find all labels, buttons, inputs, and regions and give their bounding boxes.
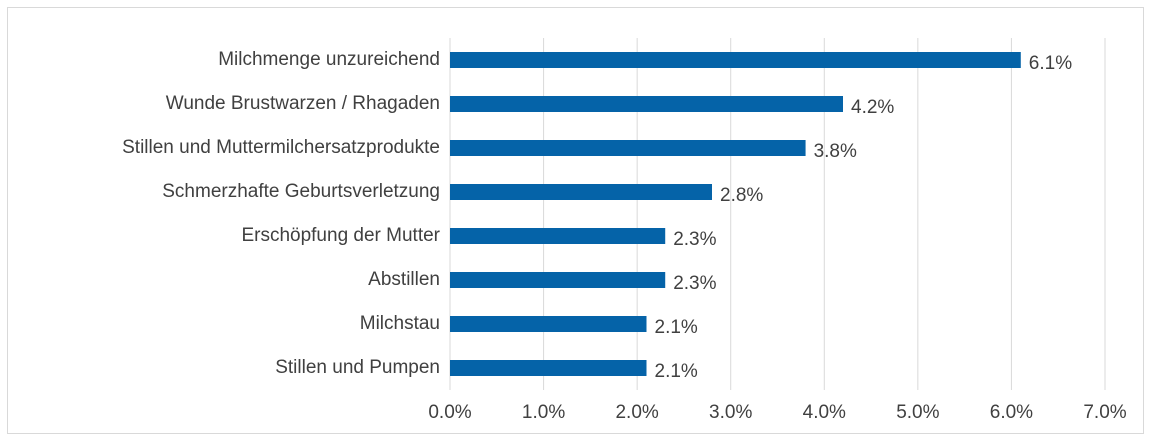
- value-label: 2.3%: [673, 229, 716, 250]
- value-label: 3.8%: [814, 141, 857, 162]
- bar: [450, 272, 666, 288]
- x-tick-label: 7.0%: [1083, 402, 1126, 423]
- bar: [450, 96, 843, 112]
- bar: [450, 360, 647, 376]
- x-tick-label: 1.0%: [522, 402, 565, 423]
- y-tick-label: Erschöpfung der Mutter: [241, 225, 440, 246]
- bar: [450, 228, 666, 244]
- value-label: 2.1%: [655, 361, 698, 382]
- value-label: 6.1%: [1029, 53, 1072, 74]
- y-tick-label: Wunde Brustwarzen / Rhagaden: [166, 93, 440, 114]
- bar: [450, 140, 806, 156]
- y-tick-label: Stillen und Pumpen: [275, 357, 440, 378]
- x-tick-label: 5.0%: [896, 402, 939, 423]
- x-tick-label: 0.0%: [428, 402, 471, 423]
- value-label: 2.1%: [655, 317, 698, 338]
- y-tick-label: Stillen und Muttermilchersatzprodukte: [122, 137, 440, 158]
- x-tick-label: 4.0%: [803, 402, 846, 423]
- x-tick-label: 3.0%: [709, 402, 752, 423]
- y-tick-label: Abstillen: [368, 269, 440, 290]
- y-tick-label: Schmerzhafte Geburtsverletzung: [162, 181, 440, 202]
- value-label: 4.2%: [851, 97, 894, 118]
- x-tick-label: 6.0%: [990, 402, 1033, 423]
- bar: [450, 184, 712, 200]
- value-label: 2.3%: [673, 273, 716, 294]
- y-tick-label: Milchmenge unzureichend: [218, 49, 440, 70]
- value-label: 2.8%: [720, 185, 763, 206]
- x-tick-label: 2.0%: [615, 402, 658, 423]
- bar: [450, 316, 647, 332]
- y-tick-label: Milchstau: [360, 313, 440, 334]
- bar: [450, 52, 1021, 68]
